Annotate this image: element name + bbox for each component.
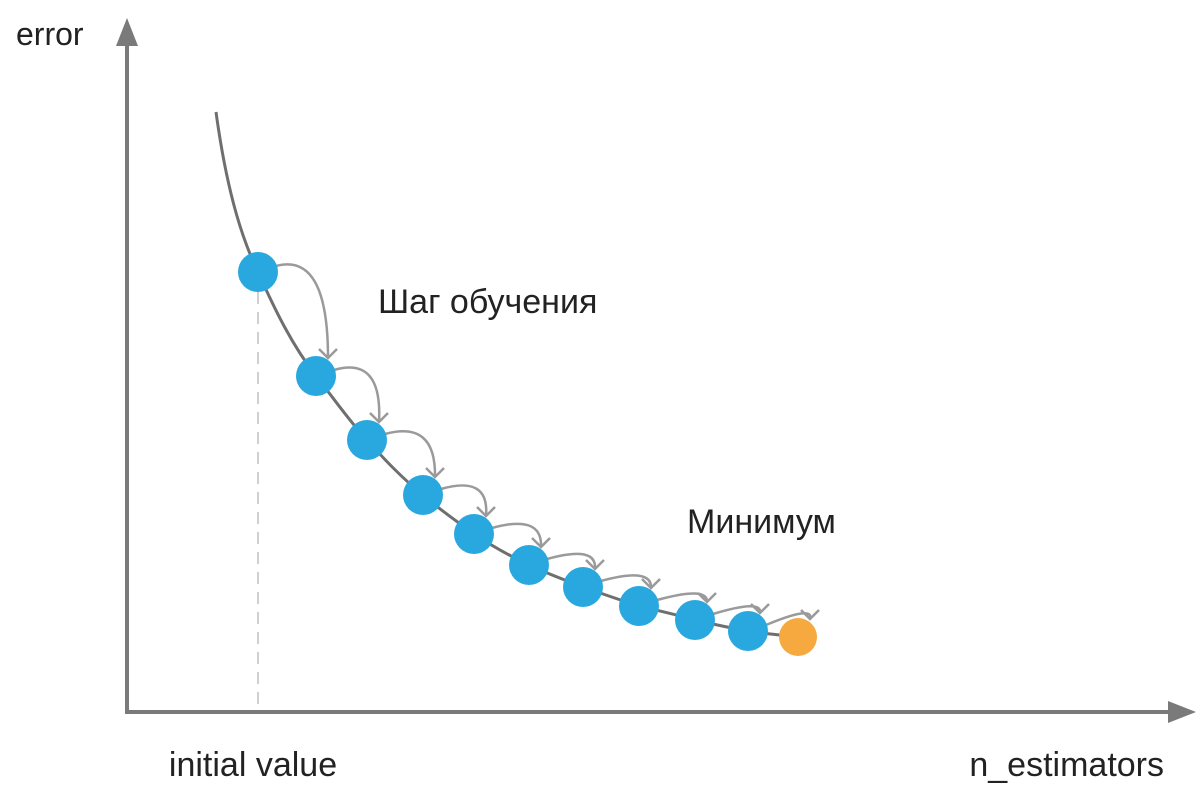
descent-points <box>238 252 817 656</box>
arrowhead-icon <box>369 412 389 424</box>
step-point <box>728 611 768 651</box>
curved-arrow-icon <box>600 574 653 589</box>
arrow-up-icon <box>116 18 138 46</box>
curved-arrow-icon <box>765 612 812 627</box>
step-point <box>563 567 603 607</box>
step-point <box>675 600 715 640</box>
x-axis-label: n_estimators <box>969 746 1164 784</box>
arrowhead-icon <box>750 603 770 615</box>
curved-arrow-icon <box>656 592 709 603</box>
minimum-point <box>779 618 817 656</box>
y-axis-label: error <box>16 16 84 52</box>
arrowhead-icon <box>425 467 445 479</box>
arrowhead-icon <box>476 506 496 518</box>
arrowhead-icon <box>641 578 661 590</box>
arrow-right-icon <box>1168 701 1196 723</box>
learning-step-annotation: Шаг обучения <box>378 283 597 321</box>
arrowhead-icon <box>800 609 820 621</box>
initial-value-label: initial value <box>169 746 337 784</box>
step-point <box>509 545 549 585</box>
arrowhead-icon <box>585 559 605 571</box>
step-arrows <box>275 263 820 627</box>
curved-arrow-icon <box>546 552 597 570</box>
step-point <box>238 252 278 292</box>
step-point <box>403 475 443 515</box>
curved-arrow-icon <box>491 522 543 548</box>
step-point <box>454 514 494 554</box>
arrowhead-icon <box>531 537 551 549</box>
minimum-annotation: Минимум <box>687 503 836 541</box>
curved-arrow-icon <box>275 263 330 359</box>
step-point <box>347 420 387 460</box>
curved-arrow-icon <box>384 429 437 478</box>
curved-arrow-icon <box>440 484 488 517</box>
curved-arrow-icon <box>333 366 381 423</box>
step-point <box>619 586 659 626</box>
step-point <box>296 356 336 396</box>
arrowhead-icon <box>697 592 717 604</box>
arrowhead-icon <box>318 348 338 360</box>
curved-arrow-icon <box>712 605 762 616</box>
